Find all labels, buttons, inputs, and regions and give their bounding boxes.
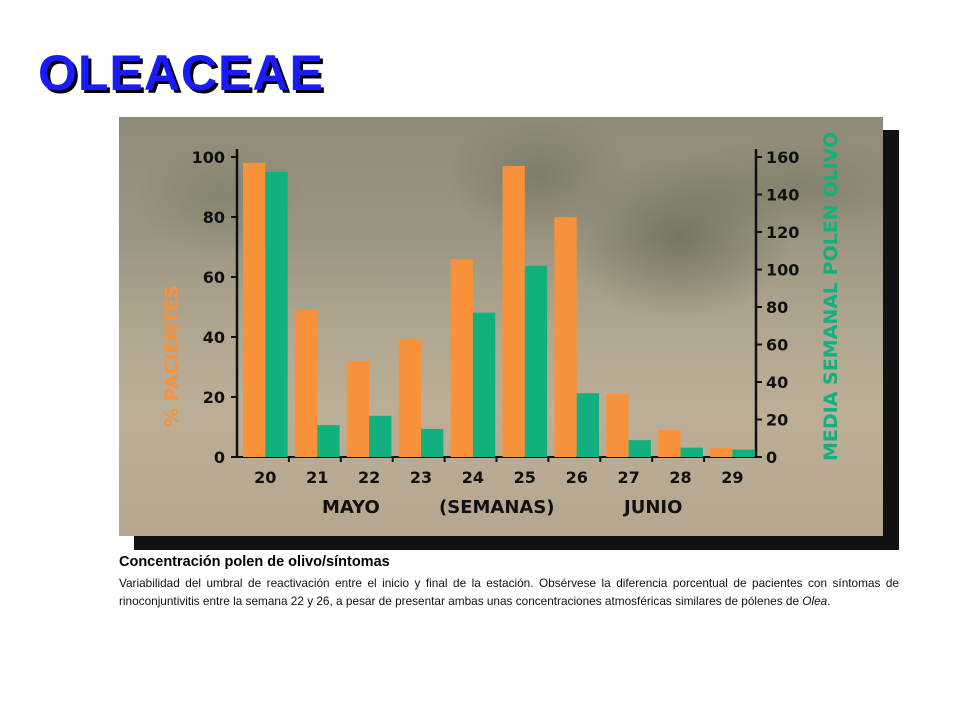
x-tick-label: 25 bbox=[514, 468, 536, 487]
left-axis-label: % PACIENTES bbox=[161, 285, 183, 427]
bar-pacientes bbox=[710, 448, 733, 457]
caption-italic: Olea bbox=[802, 594, 828, 608]
right-tick-label: 20 bbox=[766, 411, 788, 430]
left-tick-label: 0 bbox=[214, 448, 225, 467]
x-tick-label: 23 bbox=[410, 468, 432, 487]
bar-pacientes bbox=[502, 166, 525, 457]
right-axis-label: MEDIA SEMANAL POLEN OLIVO bbox=[820, 132, 842, 461]
right-tick-label: 160 bbox=[766, 148, 799, 167]
bar-polen bbox=[265, 172, 288, 457]
left-tick-label: 80 bbox=[203, 208, 225, 227]
caption-body: Variabilidad del umbral de reactivación … bbox=[119, 576, 899, 608]
right-tick-label: 60 bbox=[766, 336, 788, 355]
x-label-junio: JUNIO bbox=[622, 497, 682, 518]
x-tick-label: 28 bbox=[669, 468, 691, 487]
chart-panel: 0 20 40 60 80 100 0 20 40 60 80 100 120 140 160 20 21 2… bbox=[119, 117, 883, 536]
x-tick-label: 26 bbox=[566, 468, 588, 487]
bar-pacientes bbox=[606, 394, 629, 457]
x-tick-label: 29 bbox=[721, 468, 743, 487]
bar-polen bbox=[421, 428, 444, 457]
bar-polen bbox=[317, 425, 340, 457]
x-label-mayo: MAYO bbox=[322, 497, 380, 518]
right-axis: 0 20 40 60 80 100 120 140 160 bbox=[754, 148, 799, 467]
caption-text: Variabilidad del umbral de reactivación … bbox=[119, 574, 899, 610]
left-tick-label: 40 bbox=[203, 328, 225, 347]
right-tick-label: 80 bbox=[766, 298, 788, 317]
bar-pacientes bbox=[450, 259, 473, 457]
bar-pacientes bbox=[243, 163, 266, 457]
page-title: OLEACEAE bbox=[38, 45, 324, 101]
left-tick-label: 100 bbox=[192, 148, 225, 167]
bar-pacientes bbox=[398, 340, 422, 457]
x-tick-label: 20 bbox=[254, 468, 276, 487]
bar-polen bbox=[628, 440, 651, 457]
right-tick-label: 0 bbox=[766, 448, 777, 467]
right-tick-label: 120 bbox=[766, 223, 799, 242]
caption-end: . bbox=[827, 594, 831, 608]
x-tick-label: 24 bbox=[462, 468, 484, 487]
bar-pacientes bbox=[658, 430, 681, 457]
bar-polen bbox=[732, 449, 755, 457]
x-tick-labels: 20 21 22 23 24 25 26 27 28 29 bbox=[254, 457, 744, 487]
x-label-semanas: (SEMANAS) bbox=[439, 497, 555, 518]
bar-pacientes bbox=[294, 310, 318, 457]
bar-polen bbox=[524, 265, 548, 457]
bar-polen bbox=[680, 447, 703, 457]
left-tick-label: 20 bbox=[203, 388, 225, 407]
bar-polen bbox=[472, 312, 496, 457]
bar-pacientes bbox=[554, 217, 577, 457]
right-tick-label: 140 bbox=[766, 186, 799, 205]
x-tick-label: 22 bbox=[358, 468, 380, 487]
right-tick-label: 100 bbox=[766, 261, 799, 280]
bar-polen bbox=[369, 415, 392, 457]
caption-title: Concentración polen de olivo/síntomas bbox=[119, 554, 390, 570]
caption: Concentración polen de olivo/síntomas Va… bbox=[119, 554, 899, 610]
bar-polen bbox=[576, 393, 600, 457]
bar-pacientes bbox=[346, 361, 370, 457]
right-tick-label: 40 bbox=[766, 373, 788, 392]
bars bbox=[243, 163, 755, 457]
x-tick-label: 21 bbox=[306, 468, 328, 487]
x-tick-label: 27 bbox=[617, 468, 639, 487]
left-tick-label: 60 bbox=[203, 268, 225, 287]
